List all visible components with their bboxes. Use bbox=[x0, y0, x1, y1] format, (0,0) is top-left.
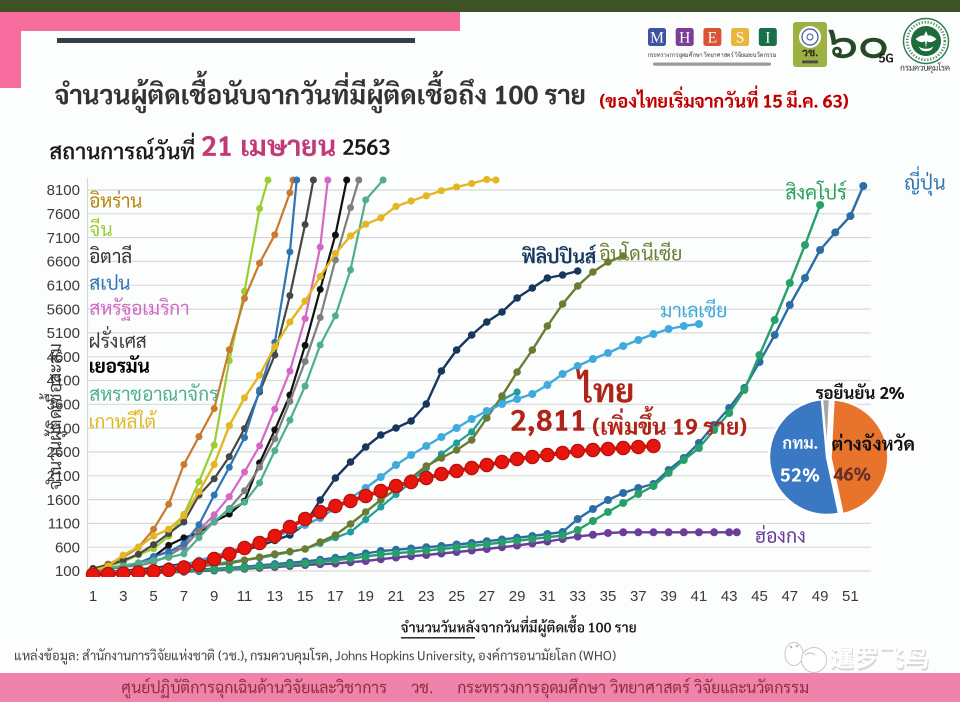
svg-text:27: 27 bbox=[478, 588, 495, 605]
svg-text:51: 51 bbox=[842, 588, 859, 605]
svg-text:2100: 2100 bbox=[47, 468, 80, 485]
svg-text:1100: 1100 bbox=[48, 516, 80, 533]
svg-text:H: H bbox=[679, 30, 690, 47]
svg-text:37: 37 bbox=[630, 588, 647, 605]
svg-text:43: 43 bbox=[721, 588, 738, 605]
svg-text:E: E bbox=[708, 30, 717, 47]
svg-text:23: 23 bbox=[418, 588, 435, 605]
svg-text:45: 45 bbox=[751, 588, 768, 605]
svg-text:7100: 7100 bbox=[47, 230, 80, 247]
svg-text:M: M bbox=[650, 30, 664, 47]
svg-text:29: 29 bbox=[509, 588, 526, 605]
svg-text:5600: 5600 bbox=[47, 301, 80, 318]
svg-text:7600: 7600 bbox=[47, 206, 80, 223]
svg-text:6600: 6600 bbox=[47, 254, 80, 271]
svg-text:600: 600 bbox=[55, 539, 80, 556]
svg-text:25: 25 bbox=[448, 588, 465, 605]
svg-text:8100: 8100 bbox=[47, 182, 80, 199]
svg-text:17: 17 bbox=[327, 588, 344, 605]
svg-text:1600: 1600 bbox=[47, 492, 80, 509]
svg-text:33: 33 bbox=[569, 588, 586, 605]
svg-text:1: 1 bbox=[89, 588, 97, 605]
svg-text:3: 3 bbox=[119, 588, 127, 605]
svg-text:7: 7 bbox=[180, 588, 188, 605]
svg-text:19: 19 bbox=[357, 588, 374, 605]
svg-text:39: 39 bbox=[660, 588, 677, 605]
svg-text:47: 47 bbox=[781, 588, 798, 605]
svg-text:I: I bbox=[765, 30, 770, 47]
svg-text:41: 41 bbox=[691, 588, 708, 605]
svg-text:13: 13 bbox=[266, 588, 283, 605]
svg-text:4600: 4600 bbox=[47, 349, 80, 366]
svg-text:15: 15 bbox=[297, 588, 314, 605]
svg-text:11: 11 bbox=[237, 588, 253, 605]
svg-text:31: 31 bbox=[539, 588, 556, 605]
svg-text:6100: 6100 bbox=[47, 277, 80, 294]
svg-text:100: 100 bbox=[55, 563, 80, 580]
svg-text:5: 5 bbox=[149, 588, 157, 605]
svg-text:5100: 5100 bbox=[47, 325, 80, 342]
svg-text:49: 49 bbox=[812, 588, 829, 605]
svg-text:35: 35 bbox=[600, 588, 617, 605]
svg-text:21: 21 bbox=[388, 588, 405, 605]
svg-text:S: S bbox=[736, 30, 745, 47]
svg-text:9: 9 bbox=[210, 588, 218, 605]
